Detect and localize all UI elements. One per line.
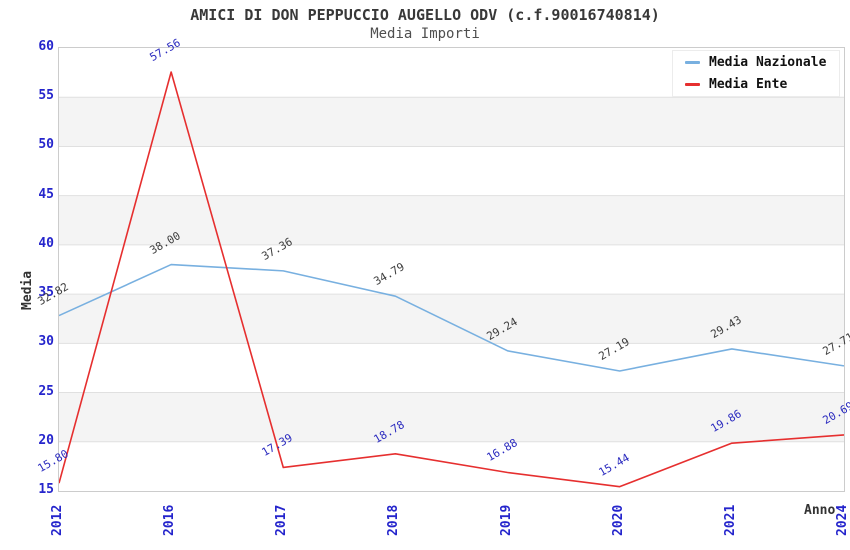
x-axis-title: Anno <box>804 503 836 518</box>
y-tick-label: 30 <box>38 334 54 350</box>
series-line-media-nazionale <box>59 263 844 372</box>
y-tick-label: 25 <box>38 383 54 399</box>
x-tick-label: 2016 <box>162 504 178 536</box>
y-tick-label: 40 <box>38 235 54 251</box>
chart-subtitle: Media Importi <box>370 26 480 42</box>
series-line-media-ente <box>59 71 844 488</box>
plot-band <box>59 392 844 442</box>
legend: Media Nazionale Media Ente <box>672 50 840 97</box>
chart-title: AMICI DI DON PEPPUCCIO AUGELLO ODV (c.f.… <box>190 6 660 24</box>
x-tick-label: 2012 <box>50 504 65 536</box>
x-tick-label: 2024 <box>835 504 850 536</box>
legend-item-label: Media Nazionale <box>709 55 827 70</box>
plot-area <box>58 47 845 492</box>
legend-item-label: Media Ente <box>709 77 788 92</box>
y-tick-label: 60 <box>38 39 54 54</box>
plot-band <box>59 294 844 344</box>
legend-line-icon <box>685 61 700 64</box>
y-tick-label: 20 <box>38 432 54 448</box>
legend-item: Media Nazionale <box>685 55 839 70</box>
y-tick-label: 55 <box>38 88 54 104</box>
y-tick-label: 35 <box>38 285 54 301</box>
y-tick-label: 50 <box>38 137 54 153</box>
y-tick-label: 15 <box>38 482 54 497</box>
x-tick-label: 2018 <box>386 504 402 536</box>
legend-line-icon <box>685 83 700 86</box>
legend-item: Media Ente <box>685 77 839 92</box>
x-tick-label: 2021 <box>722 504 738 536</box>
x-tick-label: 2019 <box>498 504 514 536</box>
plot-band <box>59 195 844 245</box>
plot-svg <box>59 71 844 488</box>
x-tick-label: 2020 <box>610 504 626 536</box>
x-tick-label: 2017 <box>274 504 290 536</box>
y-tick-label: 45 <box>38 186 54 202</box>
plot-band <box>59 97 844 147</box>
